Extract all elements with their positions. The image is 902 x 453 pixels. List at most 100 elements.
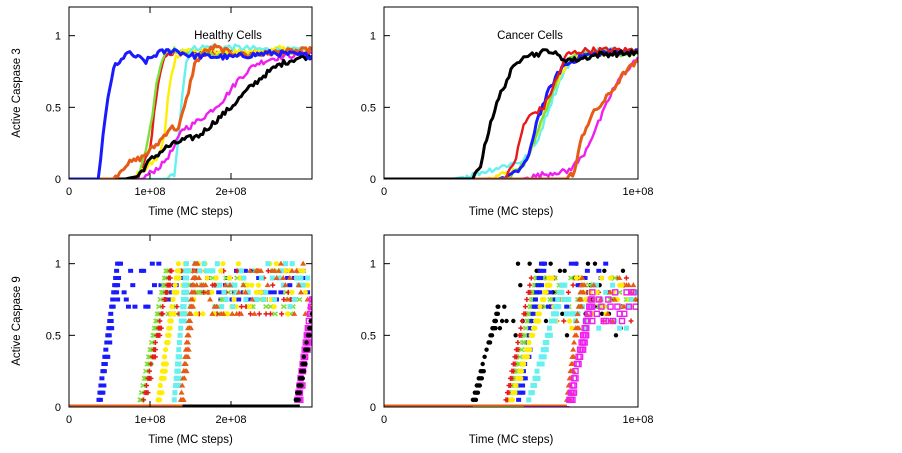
plot-frame [383, 6, 639, 180]
marker-black [513, 333, 518, 338]
x-tick-label: 0 [381, 414, 387, 426]
marker-cyan [181, 318, 187, 324]
marker-orange [179, 382, 186, 388]
marker-orange [573, 318, 580, 323]
marker-orange [571, 339, 578, 345]
marker-magenta [582, 324, 590, 332]
marker-blue [147, 290, 153, 295]
marker-cyan [278, 268, 284, 274]
marker-red [145, 390, 151, 396]
marker-orange [204, 289, 211, 295]
marker-orange [222, 282, 229, 288]
marker-orange [604, 310, 611, 316]
marker-green [138, 390, 145, 396]
x-axis-label: Time (MC steps) [469, 206, 554, 218]
marker-red [201, 289, 207, 295]
marker-cyan [603, 289, 609, 295]
marker-magenta [589, 317, 596, 325]
marker-yellow [253, 289, 259, 295]
marker-blue [108, 311, 114, 316]
marker-green [163, 275, 170, 281]
marker-blue [242, 268, 248, 273]
marker-black [599, 311, 605, 317]
marker-cyan [628, 297, 634, 302]
marker-orange [611, 296, 618, 302]
y-tick-label: 0 [370, 402, 376, 414]
marker-cyan [186, 268, 192, 274]
marker-blue [278, 290, 284, 295]
marker-yellow [162, 368, 168, 374]
marker-orange [185, 346, 192, 352]
marker-cyan [183, 261, 189, 267]
marker-red [152, 347, 158, 353]
marker-yellow [512, 390, 518, 396]
marker-cyan [265, 261, 271, 267]
marker-black [560, 311, 565, 317]
marker-orange [209, 310, 216, 316]
marker-yellow [608, 275, 614, 281]
marker-cyan [232, 282, 238, 288]
marker-cyan [534, 368, 540, 374]
marker-orange [187, 325, 194, 331]
marker-blue [236, 297, 242, 302]
marker-orange [193, 282, 200, 288]
marker-orange [289, 267, 296, 273]
marker-magenta [570, 382, 578, 389]
marker-green [518, 347, 525, 353]
marker-cyan [221, 289, 227, 295]
marker-orange [632, 296, 638, 302]
marker-yellow [157, 382, 163, 389]
marker-green [280, 304, 287, 310]
marker-orange [264, 282, 271, 288]
marker-red [506, 390, 512, 396]
marker-red [163, 297, 169, 302]
y-tick-label: 1 [370, 259, 376, 271]
marker-red [519, 318, 525, 324]
panel-healthy-caspase9: 0 0.5 1 0 1e+08 2e+08 Time (MC steps) Active Ca… [11, 234, 313, 446]
marker-cyan [243, 297, 249, 302]
marker-red [143, 383, 149, 388]
marker-cyan [544, 340, 550, 345]
marker-orange [195, 275, 202, 280]
marker-red [152, 340, 158, 345]
marker-orange [578, 303, 585, 309]
marker-yellow [163, 361, 169, 367]
marker-cyan [230, 304, 236, 310]
marker-black [300, 376, 305, 381]
marker-orange [207, 296, 214, 302]
marker-orange [191, 267, 198, 273]
marker-blue [151, 283, 157, 288]
marker-orange [191, 289, 198, 295]
marker-green [137, 397, 144, 403]
marker-magenta [607, 303, 614, 310]
marker-blue [128, 268, 134, 273]
marker-yellow [244, 282, 251, 288]
marker-cyan [214, 261, 220, 267]
marker-cyan [554, 311, 560, 317]
marker-green [140, 382, 147, 389]
marker-cyan [177, 354, 183, 360]
marker-blue [573, 261, 579, 266]
marker-black [297, 390, 303, 395]
marker-cyan [184, 275, 190, 281]
marker-magenta [625, 303, 633, 310]
marker-magenta [581, 339, 588, 346]
marker-yellow [168, 318, 174, 324]
marker-red [256, 311, 262, 317]
panel-cancer-caspase9: 0 0.5 1 0 1e+08 Time (MC steps) [361, 234, 653, 446]
marker-magenta [609, 317, 617, 325]
marker-green [164, 268, 171, 274]
x-tick-label: 2e+08 [216, 414, 247, 426]
marker-yellow [166, 332, 172, 338]
x-tick-label: 1e+08 [135, 186, 166, 198]
marker-red [561, 318, 567, 324]
marker-orange [297, 289, 304, 295]
marker-blue [114, 290, 120, 295]
y-tick-label: 1 [55, 259, 61, 271]
marker-yellow [235, 261, 242, 267]
marker-yellow [220, 261, 226, 267]
marker-black [511, 318, 516, 324]
marker-orange [590, 282, 597, 288]
series-line-magenta [384, 56, 638, 179]
